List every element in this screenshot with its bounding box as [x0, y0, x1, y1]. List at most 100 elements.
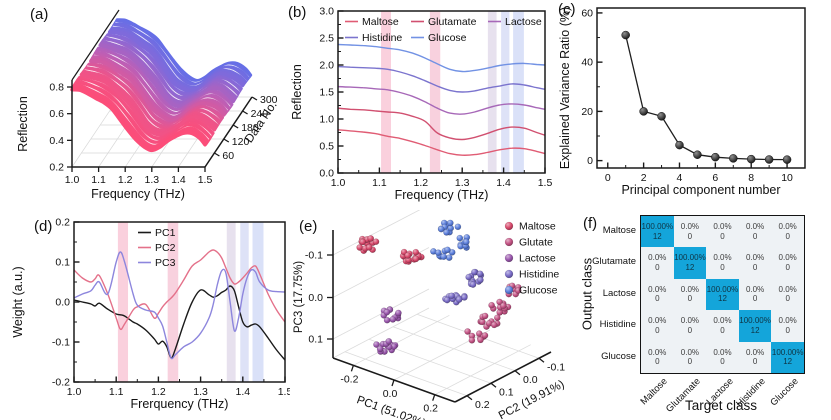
panel-d-legend: PC1 PC2 PC3: [138, 227, 176, 269]
svg-text:-0.1: -0.1: [547, 361, 565, 373]
panel-d-xlabel: Frerquency (THz): [131, 397, 229, 411]
legend-item-maltose: Maltose: [345, 16, 399, 28]
row-label-maltose: Maltose: [602, 225, 636, 236]
scree-point-4: [675, 140, 684, 150]
scree-point-1: [621, 30, 630, 40]
matrix-cell-glucose-glucose: 100.00% 12: [771, 341, 804, 373]
panel-d: (d) 1.0 1.1 1.2 1.3 1.4 1.5 -0.2 -0.1 0.0 0.1 0.2 F…: [0, 210, 290, 420]
svg-text:1.2: 1.2: [151, 386, 166, 398]
svg-text:1.0: 1.0: [65, 174, 80, 186]
svg-text:Frequency (THz): Frequency (THz): [91, 187, 185, 201]
svg-text:1.2: 1.2: [118, 174, 133, 186]
svg-text:0.0: 0.0: [55, 297, 70, 309]
matrix-cell-lactose-histidine: 0.0% 0: [738, 278, 772, 311]
matrix-cell-maltose-histidine: 0.0% 0: [738, 216, 772, 248]
cluster-maltose: [356, 235, 425, 265]
svg-text:2.5: 2.5: [319, 33, 334, 45]
svg-text:-0.1: -0.1: [305, 250, 323, 262]
legend-item-pc1: PC1: [138, 227, 176, 239]
panel-d-plot: 1.0 1.1 1.2 1.3 1.4 1.5 -0.2 -0.1 0.0 0.1 0.2 Frerq…: [11, 217, 290, 412]
matrix-cell-glutamate-histidine: 0.0% 0: [738, 247, 772, 279]
svg-text:0.5: 0.5: [319, 141, 334, 153]
matrix-cell-lactose-lactose: 100.00% 12: [706, 278, 739, 311]
svg-text:20: 20: [581, 106, 593, 118]
svg-text:0.0: 0.0: [319, 168, 334, 180]
panel-b-absorption-bands: [381, 11, 524, 173]
matrix-cell-glucose-glutamate: 0.0% 0: [673, 341, 707, 373]
panel-e-axes: -0.1 0.0 0.1 -0.2 0.0 0.2 0.2 0.1 0.0 -0.1: [305, 230, 565, 415]
svg-text:Histidine: Histidine: [519, 269, 559, 281]
svg-text:2: 2: [641, 172, 647, 184]
panel-e: (e) -0.1 0.0 0.1 -0.2 0.0 0.2 0.2 0.1 0.0 -0.1 PC1…: [285, 210, 573, 420]
svg-text:PC2: PC2: [155, 242, 176, 254]
svg-text:0: 0: [587, 155, 593, 167]
matrix-cell-glucose-histidine: 0.0% 0: [738, 341, 772, 373]
panel-d-ylabel: Weight (a.u.): [11, 266, 25, 337]
panel-a-label: (a): [30, 6, 49, 23]
scree-point-8: [746, 154, 756, 164]
matrix-cell-glucose-maltose: 0.0% 0: [641, 341, 674, 373]
panel-c-axes: 0 2 4 6 8 10 0 20 40 60: [581, 7, 806, 184]
svg-text:1.4: 1.4: [171, 174, 186, 186]
matrix-cell-histidine-maltose: 0.0% 0: [641, 310, 674, 342]
panel-b-axes: 1.0 1.1 1.2 1.3 1.4 1.5 0.0 0.5 1.0 1.5 2.0 2.5 3.0: [319, 6, 552, 190]
legend-item-glutate: Glutate: [504, 237, 553, 249]
panel-f-label: (f): [583, 215, 598, 232]
scree-point-10: [782, 155, 792, 164]
matrix-cell-maltose-glutamate: 0.0% 0: [673, 216, 707, 248]
panel-e-legend: Maltose Glutate Lactose Histidine Glucose: [504, 221, 559, 297]
panel-d-axes: 1.0 1.1 1.2 1.3 1.4 1.5 -0.2 -0.1 0.0 0.1 0.2: [52, 217, 290, 399]
svg-text:8: 8: [748, 172, 754, 184]
legend-item-pc3: PC3: [138, 257, 176, 269]
svg-text:Lactose: Lactose: [519, 253, 556, 265]
svg-text:60: 60: [222, 150, 234, 162]
svg-text:-0.2: -0.2: [52, 377, 70, 389]
svg-text:PC3 (17.75%): PC3 (17.75%): [293, 261, 305, 333]
scree-point-5: [693, 150, 702, 159]
svg-text:1.5: 1.5: [198, 174, 213, 186]
scree-point-7: [729, 154, 738, 163]
svg-text:PC1: PC1: [155, 227, 176, 239]
svg-text:Glucose: Glucose: [519, 285, 558, 297]
svg-text:6: 6: [712, 172, 718, 184]
svg-text:10: 10: [781, 172, 793, 184]
svg-text:1.4: 1.4: [496, 177, 511, 189]
svg-text:0.0: 0.0: [308, 292, 323, 304]
matrix-cell-glutamate-maltose: 0.0% 0: [641, 247, 674, 279]
pca-clusters: [356, 219, 522, 355]
svg-text:1.4: 1.4: [235, 386, 250, 398]
svg-text:240: 240: [251, 108, 269, 120]
panel-c-ylabel: Explained Variance Ratio (%): [558, 7, 572, 169]
panel-d-curve-pc2: [73, 249, 286, 331]
svg-text:0.0: 0.0: [523, 374, 538, 386]
svg-text:Glutamate: Glutamate: [428, 16, 477, 28]
svg-text:1.3: 1.3: [144, 174, 159, 186]
svg-text:Weight (a.u.): Weight (a.u.): [11, 266, 25, 337]
confusion-matrix: 100.00% 12 0.0% 0 0.0% 0 0.0% 0 0.0% 0 0.0% 0 100.00…: [640, 215, 805, 374]
svg-text:1.1: 1.1: [109, 386, 124, 398]
row-label-glucose: Glucose: [601, 350, 636, 362]
svg-text:1.5: 1.5: [538, 177, 553, 189]
svg-text:Reflection: Reflection: [16, 96, 30, 152]
panel-b-curve-maltose: [337, 129, 546, 156]
panel-b-label: (b): [288, 4, 307, 21]
svg-text:300: 300: [260, 94, 278, 106]
svg-text:180: 180: [241, 122, 259, 134]
svg-text:0.1: 0.1: [308, 334, 323, 346]
panel-c-xlabel: Principal component number: [621, 183, 780, 197]
svg-text:PC3: PC3: [155, 257, 176, 269]
matrix-cell-histidine-lactose: 0.0% 0: [706, 310, 739, 342]
e-zlabel: PC3 (17.75%): [293, 261, 305, 333]
svg-text:Maltose: Maltose: [519, 221, 556, 233]
svg-text:40: 40: [581, 57, 593, 69]
waterfall-surface: [70, 18, 253, 153]
svg-text:1.1: 1.1: [91, 174, 106, 186]
panel-d-curve-pc3: [73, 251, 286, 360]
matrix-cell-lactose-glutamate: 0.0% 0: [673, 278, 707, 311]
svg-text:0.2: 0.2: [475, 399, 490, 411]
panel-c-label: (c): [558, 1, 576, 18]
svg-text:0: 0: [605, 172, 611, 184]
svg-text:1.2: 1.2: [413, 177, 428, 189]
panel-b: (b) 1.0 1.1 1.2 1.3 1.4 1.5 0.0 0.5 1.0 1.5 2.0 2.5…: [285, 0, 557, 210]
output-class-axis-label: Output class: [579, 257, 595, 331]
